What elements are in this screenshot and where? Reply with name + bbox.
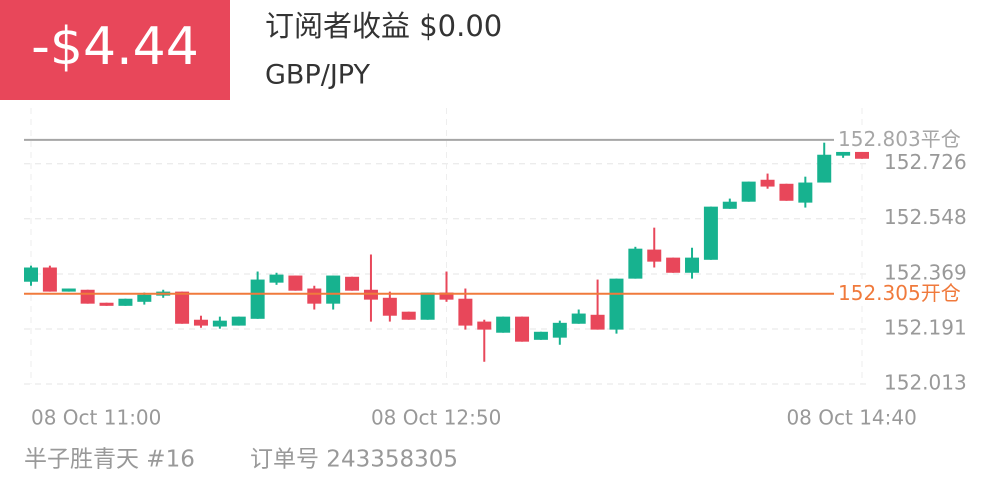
reference-value: 152.803 xyxy=(838,126,921,150)
candle-body xyxy=(855,151,869,159)
candle-body xyxy=(647,249,662,262)
candle-body xyxy=(760,179,775,187)
candle-body xyxy=(590,314,605,330)
candle-body xyxy=(666,257,681,273)
x-tick-label: 08 Oct 11:00 xyxy=(31,406,161,430)
candle-body xyxy=(703,206,718,260)
candle-body xyxy=(382,297,397,316)
pnl-box xyxy=(0,0,230,100)
candle-body xyxy=(250,279,265,319)
candle-body xyxy=(118,298,133,306)
candle-body xyxy=(193,319,208,326)
candle-body xyxy=(345,276,360,291)
candle-body xyxy=(515,316,530,342)
reference-label-bg xyxy=(836,281,970,306)
candle-body xyxy=(269,274,284,283)
candle-body xyxy=(571,313,586,324)
symbol: GBP/JPY xyxy=(265,60,370,91)
y-tick-label: 152.726 xyxy=(884,150,967,174)
candle-body xyxy=(326,275,341,304)
reference-label-bg xyxy=(836,127,970,152)
candle-body xyxy=(609,278,624,330)
subscriber-profit: 订阅者收益 $0.00 xyxy=(265,9,502,43)
candle-body xyxy=(741,181,756,202)
reference-label: 152.305开仓 xyxy=(838,280,961,304)
trader: 半子胜青天 #16 xyxy=(24,447,195,473)
candle-body xyxy=(477,321,492,330)
candle-body xyxy=(496,316,511,333)
candle-body xyxy=(439,292,454,300)
x-tick-label: 08 Oct 14:40 xyxy=(786,406,916,430)
candle-body xyxy=(779,183,794,201)
candle-body xyxy=(61,288,76,292)
pnl: -$4.44 xyxy=(31,17,199,77)
candle-body xyxy=(231,316,246,326)
candle-body xyxy=(175,291,190,324)
y-tick-label: 152.191 xyxy=(884,316,967,340)
candle-body xyxy=(533,331,548,340)
candle-body xyxy=(99,302,114,306)
candle-body xyxy=(307,288,322,304)
candle-body xyxy=(137,294,152,302)
y-tick-label: 152.548 xyxy=(884,205,967,229)
candle-body xyxy=(722,201,737,209)
candle-body xyxy=(212,320,227,327)
candle-body xyxy=(798,182,813,203)
candle-body xyxy=(401,311,416,320)
candle-body xyxy=(817,154,832,183)
candle-body xyxy=(24,267,38,282)
candle-body xyxy=(42,267,57,292)
order-number: 订单号 243358305 xyxy=(250,447,458,473)
reference-name: 平仓 xyxy=(921,126,961,150)
candle-body xyxy=(420,292,435,320)
y-tick-label: 152.013 xyxy=(884,371,967,395)
candle-body xyxy=(836,151,851,156)
candle-body xyxy=(80,289,95,304)
reference-label: 152.803平仓 xyxy=(838,126,961,150)
candle-body xyxy=(685,257,700,273)
candle-body xyxy=(628,248,643,279)
candle-body xyxy=(458,298,473,326)
candle-body xyxy=(288,275,303,291)
reference-value: 152.305 xyxy=(838,280,921,304)
y-tick-label: 152.369 xyxy=(884,261,967,285)
reference-name: 开仓 xyxy=(921,280,961,304)
x-tick-label: 08 Oct 12:50 xyxy=(371,406,501,430)
candle-body xyxy=(552,322,567,338)
